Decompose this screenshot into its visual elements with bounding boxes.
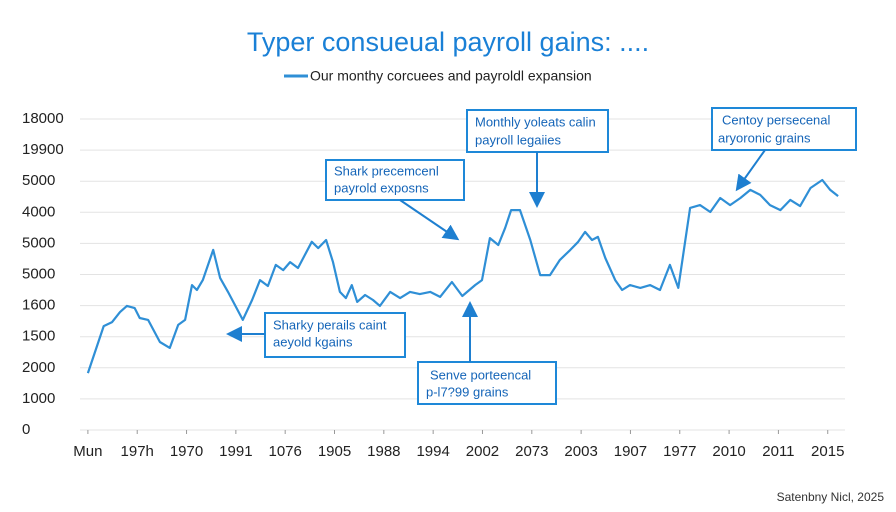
annotation-arrow (735, 149, 766, 192)
x-tick-label: 2010 (712, 443, 745, 460)
annotation-text: payroll legaiies (475, 132, 561, 147)
y-tick-label: 18000 (22, 110, 64, 127)
annotation-text: Senve porteencal (430, 367, 531, 382)
annotation-text: Shark precemcenl (334, 163, 439, 178)
chart-title: Typer consueual payroll gains: .... (247, 27, 649, 57)
y-tick-label: 1600 (22, 297, 55, 314)
x-tick-label: 2003 (564, 443, 597, 460)
y-tick-label: 5000 (22, 172, 55, 189)
annotation-box (417, 361, 557, 405)
annotation-text: payrold exposns (334, 180, 429, 195)
y-tick-label: 1500 (22, 328, 55, 345)
annotations: Shark precemcenl payrold exposns Monthly… (226, 107, 857, 405)
y-tick-label: 1000 (22, 390, 55, 407)
annotation-text: p-l7?99 grains (426, 384, 509, 399)
x-tick-label: 1988 (367, 443, 400, 460)
annotation-text: Centoy persecenal (722, 112, 831, 127)
annotation-text: Monthly yoleats calin (475, 114, 596, 129)
annotation-arrow (399, 199, 460, 241)
legend-label: Our monthy corcuees and payroldl expansi… (310, 68, 592, 84)
annotation-text: aeyold kgains (273, 334, 353, 349)
y-tick-label: 5000 (22, 265, 55, 282)
x-tick-label: 2015 (811, 443, 844, 460)
y-tick-label: 19900 (22, 141, 64, 158)
y-tick-label: 0 (22, 421, 30, 438)
y-tick-label: 5000 (22, 234, 55, 251)
annotation-box (264, 312, 406, 358)
annotation-box (325, 159, 465, 201)
x-tick-label: 1970 (170, 443, 203, 460)
annotation-text: Sharky perails caint (273, 317, 387, 332)
source-note: Satenbny Nicl, 2025 (777, 490, 885, 504)
x-tick-label: 1977 (663, 443, 696, 460)
y-tick-label: 2000 (22, 359, 55, 376)
y-tick-label: 4000 (22, 203, 55, 220)
x-tick-label: 197h (121, 443, 154, 460)
x-tick-label: 2073 (515, 443, 548, 460)
x-tick-label: 2002 (466, 443, 499, 460)
x-tick-label: 1994 (416, 443, 449, 460)
annotation-box (711, 107, 857, 151)
x-tick-label: Mun (73, 443, 102, 460)
annotation-text: aryoronic grains (718, 130, 811, 145)
x-tick-label: 1991 (219, 443, 252, 460)
x-tick-label: 1076 (268, 443, 301, 460)
data-line (86, 178, 839, 374)
x-tick-label: 1907 (614, 443, 647, 460)
x-tick-label: 1905 (318, 443, 351, 460)
x-tick-label: 2011 (762, 443, 794, 460)
